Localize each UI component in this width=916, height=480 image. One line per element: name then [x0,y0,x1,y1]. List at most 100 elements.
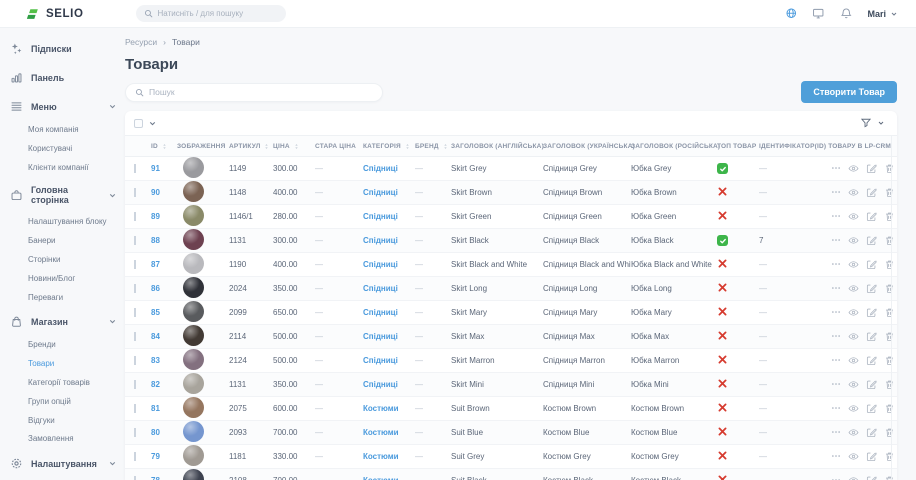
category-link[interactable]: Спідниці [363,260,398,269]
view-icon[interactable] [848,211,859,222]
row-checkbox[interactable] [134,380,136,389]
view-icon[interactable] [848,235,859,246]
sidebar-subitem-Банери[interactable]: Банери [28,236,56,246]
sidebar-subitem-Групи опцій[interactable]: Групи опцій [28,396,71,406]
row-checkbox[interactable] [134,164,136,173]
delete-icon[interactable] [884,403,895,414]
sidebar-subitem-Моя компанія[interactable]: Моя компанія [28,125,79,134]
delete-icon[interactable] [884,259,895,270]
edit-icon[interactable] [866,163,877,174]
product-id-link[interactable]: 81 [151,404,160,413]
more-actions-icon[interactable] [831,187,841,197]
column-header-category[interactable]: КАТЕГОРІЯ [363,143,415,150]
column-header-brand[interactable]: БРЕНД [415,143,451,150]
sidebar-item-Головна сторінка[interactable]: Головна сторінка [0,177,125,213]
sidebar-subitem-Клієнти компанії[interactable]: Клієнти компанії [28,162,89,172]
chevron-down-icon[interactable] [108,459,117,468]
view-icon[interactable] [848,355,859,366]
user-menu[interactable]: Mari [867,9,898,19]
category-link[interactable]: Костюми [363,452,399,461]
filter-funnel-icon[interactable] [860,117,872,129]
view-icon[interactable] [848,331,859,342]
row-checkbox[interactable] [134,428,136,437]
sort-icon[interactable] [263,143,270,150]
sidebar-subitem-Категорії товарів[interactable]: Категорії товарів [28,377,90,387]
category-link[interactable]: Спідниці [363,188,398,197]
edit-icon[interactable] [866,331,877,342]
delete-icon[interactable] [884,307,895,318]
delete-icon[interactable] [884,451,895,462]
view-icon[interactable] [848,427,859,438]
sidebar-subitem-Замовлення[interactable]: Замовлення [28,434,74,444]
table-search[interactable] [125,82,383,102]
edit-icon[interactable] [866,355,877,366]
edit-icon[interactable] [866,235,877,246]
chevron-down-icon[interactable] [108,102,117,111]
category-link[interactable]: Спідниці [363,236,398,245]
select-all-checkbox[interactable] [134,118,143,128]
delete-icon[interactable] [884,331,895,342]
sort-icon[interactable] [161,143,168,150]
edit-icon[interactable] [866,187,877,198]
category-link[interactable]: Спідниці [363,356,398,365]
sidebar-item-Меню[interactable]: Меню [0,92,125,121]
more-actions-icon[interactable] [831,283,841,293]
product-id-link[interactable]: 82 [151,380,160,389]
chevron-down-icon[interactable] [148,119,157,128]
sidebar-item-Підписки[interactable]: Підписки [0,34,125,63]
view-icon[interactable] [848,403,859,414]
category-link[interactable]: Спідниці [363,308,398,317]
more-actions-icon[interactable] [831,403,841,413]
row-checkbox[interactable] [134,308,136,317]
language-globe-icon[interactable] [785,7,798,20]
column-header-price[interactable]: ЦІНА [273,143,315,150]
chevron-down-icon[interactable] [108,317,117,326]
delete-icon[interactable] [884,235,895,246]
global-search-input[interactable] [157,9,278,18]
product-id-link[interactable]: 90 [151,188,160,197]
sort-icon[interactable] [442,143,449,150]
row-checkbox[interactable] [134,260,136,269]
more-actions-icon[interactable] [831,427,841,437]
edit-icon[interactable] [866,475,877,480]
app-logo[interactable]: SELIO [26,7,84,21]
row-checkbox[interactable] [134,452,136,461]
sidebar-item-Панель[interactable]: Панель [0,63,125,92]
sidebar-item-Магазин[interactable]: Магазин [0,307,125,336]
category-link[interactable]: Костюми [363,476,399,480]
delete-icon[interactable] [884,187,895,198]
product-id-link[interactable]: 78 [151,476,160,480]
category-link[interactable]: Костюми [363,404,399,413]
edit-icon[interactable] [866,211,877,222]
category-link[interactable]: Спідниці [363,164,398,173]
row-checkbox[interactable] [134,236,136,245]
product-id-link[interactable]: 79 [151,452,160,461]
view-icon[interactable] [848,379,859,390]
delete-icon[interactable] [884,379,895,390]
table-search-input[interactable] [149,87,373,97]
row-checkbox[interactable] [134,212,136,221]
sidebar-subitem-Переваги[interactable]: Переваги [28,292,64,302]
delete-icon[interactable] [884,427,895,438]
product-id-link[interactable]: 85 [151,308,160,317]
more-actions-icon[interactable] [831,451,841,461]
column-header-sku[interactable]: АРТИКУЛ [229,143,273,150]
product-id-link[interactable]: 83 [151,356,160,365]
category-link[interactable]: Спідниці [363,212,398,221]
sort-icon[interactable] [404,143,411,150]
delete-icon[interactable] [884,475,895,480]
row-checkbox[interactable] [134,332,136,341]
sidebar-item-Налаштування[interactable]: Налаштування [0,449,125,478]
category-link[interactable]: Спідниці [363,332,398,341]
global-search[interactable] [135,5,286,22]
edit-icon[interactable] [866,403,877,414]
sidebar-subitem-Сторінки[interactable]: Сторінки [28,254,61,264]
row-checkbox[interactable] [134,476,136,480]
edit-icon[interactable] [866,259,877,270]
delete-icon[interactable] [884,163,895,174]
more-actions-icon[interactable] [831,307,841,317]
more-actions-icon[interactable] [831,211,841,221]
more-actions-icon[interactable] [831,475,841,480]
view-icon[interactable] [848,163,859,174]
more-actions-icon[interactable] [831,163,841,173]
